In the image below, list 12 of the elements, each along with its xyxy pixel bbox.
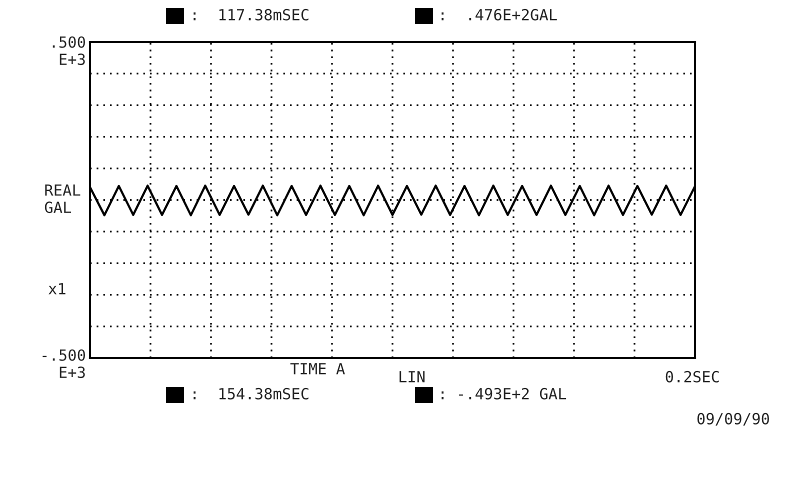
- text: : -.493E+2 GAL: [442, 388, 566, 400]
- text: 09/09/90: [697, 412, 770, 426]
- text: : 154.38mSEC: [194, 388, 308, 400]
- y-axis-title: REAL GAL: [44, 184, 80, 214]
- text: .500 E+3: [52, 36, 86, 66]
- text: 0.2SEC: [666, 370, 719, 382]
- text: TIME A: [290, 363, 345, 374]
- text: -.500 E+3: [42, 349, 86, 378]
- text: : .476E+2GAL: [442, 8, 557, 20]
- text: x1: [48, 283, 66, 294]
- text: : 117.38mSEC: [194, 8, 308, 20]
- text: LIN: [400, 371, 425, 382]
